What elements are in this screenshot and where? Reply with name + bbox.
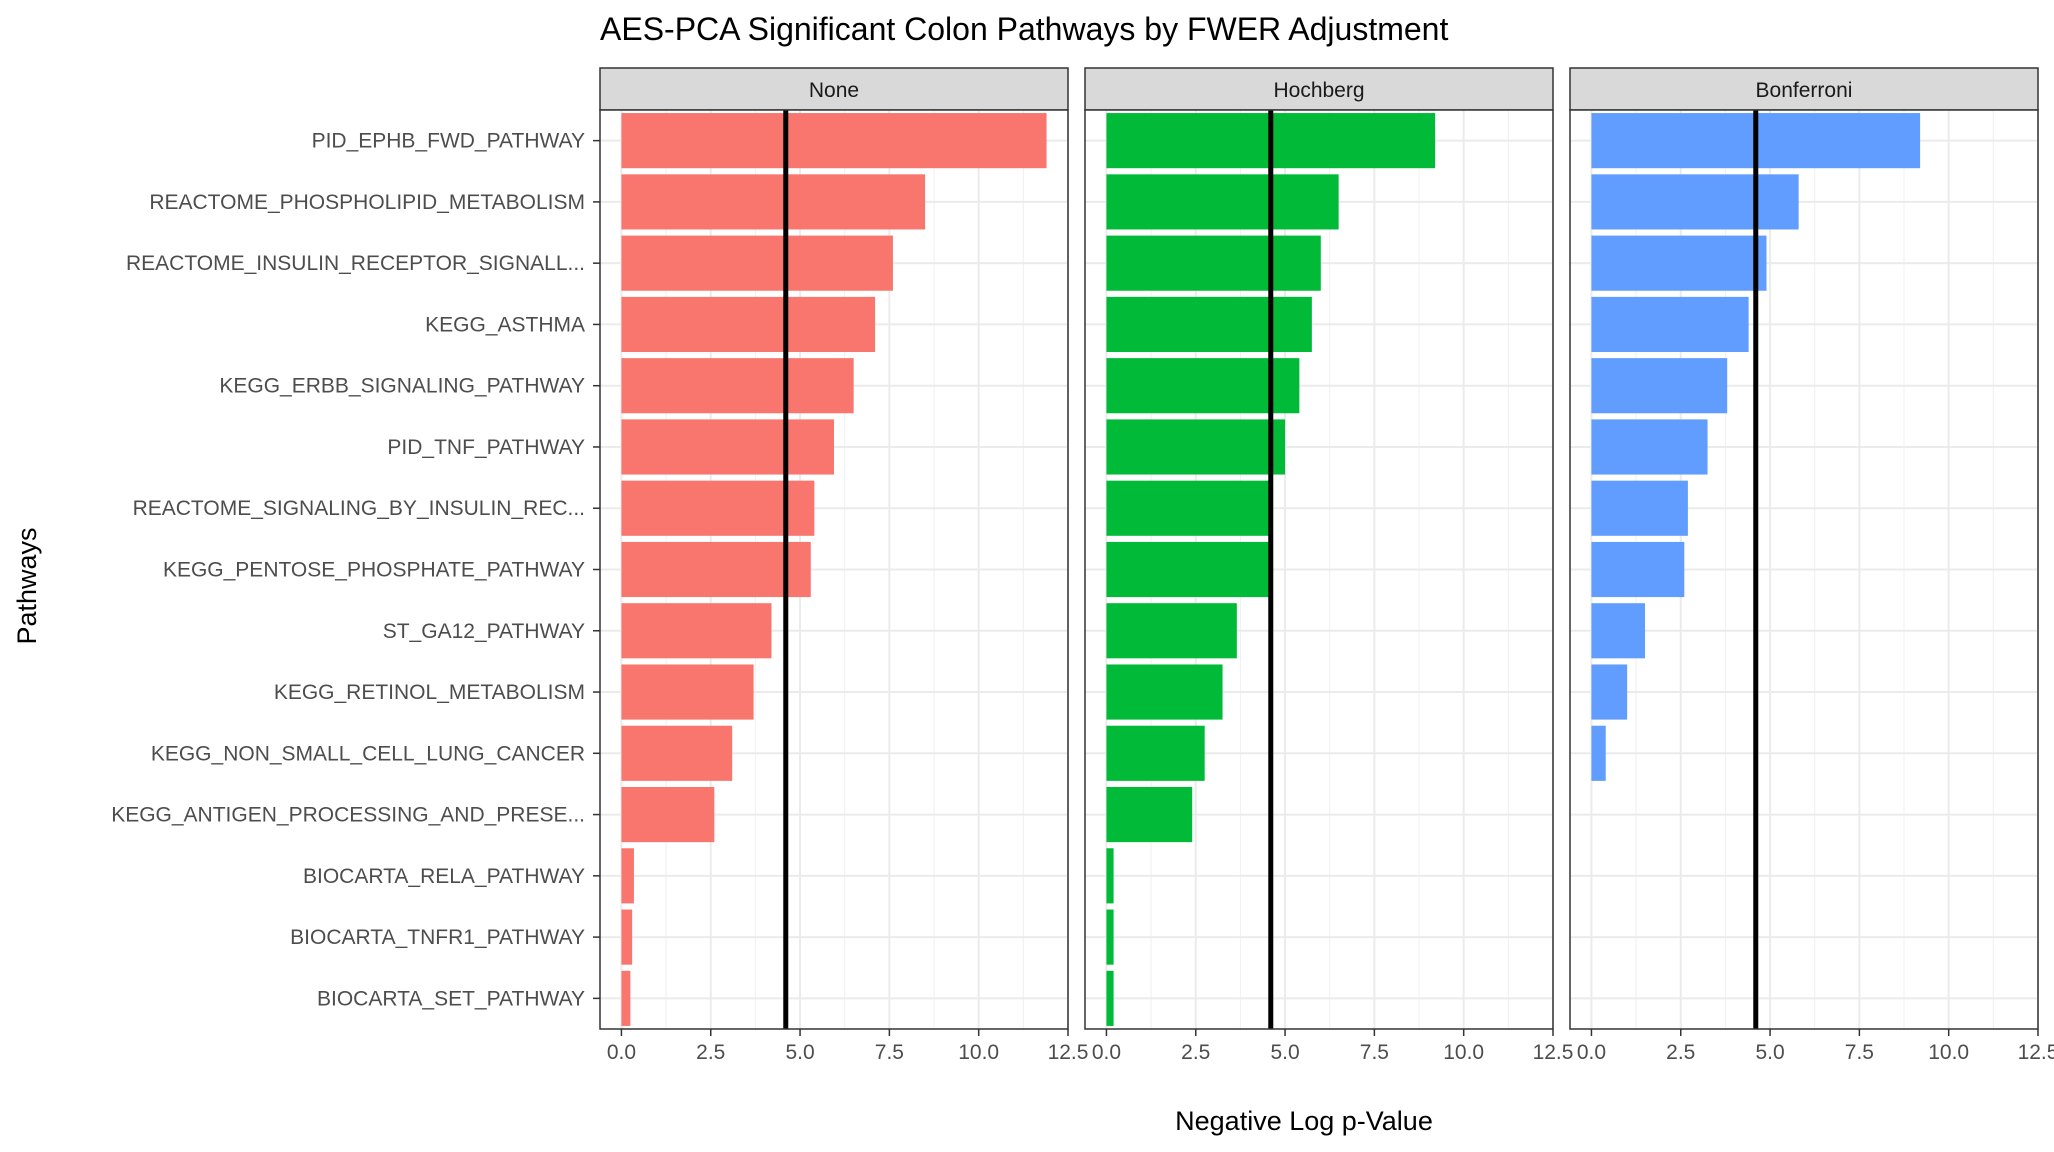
bar: [1106, 235, 1321, 291]
bar: [1591, 358, 1728, 414]
bar: [1106, 296, 1312, 353]
bar: [621, 113, 1047, 169]
x-tick-label: 7.5: [1360, 1041, 1389, 1064]
x-tick-label: 7.5: [1845, 1041, 1874, 1064]
bar: [621, 909, 633, 965]
bar: [621, 174, 926, 230]
y-tick-label: REACTOME_PHOSPHOLIPID_METABOLISM: [149, 191, 585, 214]
y-tick-label: PID_EPHB_FWD_PATHWAY: [312, 130, 585, 153]
bar: [621, 603, 772, 659]
bar: [621, 541, 811, 598]
bar: [1591, 480, 1688, 536]
bar: [1591, 541, 1685, 598]
y-tick-label: BIOCARTA_TNFR1_PATHWAY: [290, 926, 585, 949]
x-tick-label: 0.0: [1577, 1041, 1606, 1064]
x-tick-label: 0.0: [607, 1041, 636, 1064]
facet-strip: [599, 67, 1069, 111]
bar: [621, 786, 715, 843]
chart-title: AES-PCA Significant Colon Pathways by FW…: [600, 11, 1448, 47]
y-axis-title: Pathways: [12, 527, 42, 644]
x-tick-label: 10.0: [1928, 1041, 1969, 1064]
bar: [1106, 786, 1193, 843]
x-tick-label: 2.5: [1666, 1041, 1695, 1064]
x-tick-label: 2.5: [696, 1041, 725, 1064]
x-tick-label: 5.0: [785, 1041, 814, 1064]
bar: [1106, 603, 1237, 659]
x-axis-title: Negative Log p-Value: [1175, 1106, 1433, 1136]
bar: [621, 848, 634, 904]
bar: [1106, 541, 1273, 598]
x-tick-label: 5.0: [1755, 1041, 1784, 1064]
y-tick-label: PID_TNF_PATHWAY: [387, 436, 585, 459]
facet-strip: [1569, 67, 2039, 111]
bar: [621, 235, 893, 291]
bar: [1591, 664, 1628, 720]
bar: [1106, 909, 1114, 965]
bar: [621, 296, 876, 353]
bar: [1106, 358, 1300, 414]
bar: [1106, 848, 1114, 904]
facet-panel: Hochberg 0.0 2.5 5.0 7.5 10.0 12.5: [1084, 67, 1574, 1064]
facet-panel: None 0.0 2.5 5.0 7.5 10.0 12.5: [599, 67, 1089, 1064]
x-tick-label: 12.5: [1533, 1041, 1574, 1064]
bar: [621, 419, 834, 475]
x-tick-label: 10.0: [958, 1041, 999, 1064]
x-tick-label: 2.5: [1181, 1041, 1210, 1064]
x-tick-label: 5.0: [1270, 1041, 1299, 1064]
bar: [1106, 970, 1114, 1026]
bar: [1106, 419, 1286, 475]
bar: [1591, 174, 1799, 230]
y-tick-label: BIOCARTA_SET_PATHWAY: [317, 987, 585, 1010]
bar: [1591, 419, 1708, 475]
bar: [621, 358, 854, 414]
y-tick-label: KEGG_PENTOSE_PHOSPHATE_PATHWAY: [163, 559, 585, 582]
facet-strip: [1084, 67, 1554, 111]
bar: [621, 970, 631, 1026]
panel-border: [1569, 109, 2039, 1030]
bar: [621, 725, 733, 781]
bar: [1591, 296, 1749, 353]
facet-panel: Bonferroni 0.0 2.5 5.0 7.5 10.0 12.5: [1569, 67, 2054, 1064]
facet-panels: None 0.0 2.5 5.0 7.5 10.0 12.5 Hochberg 0.0 2.5 5.…: [599, 67, 2054, 1064]
bar: [1591, 725, 1606, 781]
facet-strip-label: None: [809, 79, 859, 102]
y-tick-label: BIOCARTA_RELA_PATHWAY: [303, 865, 585, 888]
panel-border: [1084, 109, 1554, 1030]
x-tick-label: 10.0: [1443, 1041, 1484, 1064]
y-tick-label: REACTOME_INSULIN_RECEPTOR_SIGNALL...: [126, 252, 585, 275]
y-tick-label: KEGG_NON_SMALL_CELL_LUNG_CANCER: [151, 742, 585, 765]
bar: [1591, 235, 1767, 291]
y-tick-label: ST_GA12_PATHWAY: [383, 620, 585, 643]
bar: [1106, 480, 1273, 536]
panel-border: [599, 109, 1069, 1030]
facet-strip-label: Bonferroni: [1756, 79, 1853, 102]
x-tick-label: 0.0: [1092, 1041, 1121, 1064]
y-tick-label: KEGG_ERBB_SIGNALING_PATHWAY: [219, 375, 585, 398]
y-tick-label: KEGG_RETINOL_METABOLISM: [274, 681, 585, 704]
bar: [1106, 174, 1339, 230]
y-tick-label: KEGG_ASTHMA: [425, 313, 585, 336]
bar: [621, 664, 754, 720]
bar: [1106, 725, 1205, 781]
y-tick-label: REACTOME_SIGNALING_BY_INSULIN_REC...: [133, 497, 585, 520]
bar: [621, 480, 815, 536]
y-tick-label: KEGG_ANTIGEN_PROCESSING_AND_PRESE...: [111, 804, 585, 827]
facet-strip-label: Hochberg: [1273, 79, 1364, 102]
x-tick-label: 12.5: [2018, 1041, 2054, 1064]
category-labels: PID_EPHB_FWD_PATHWAY REACTOME_PHOSPHOLIPI…: [111, 130, 600, 1010]
bar: [1591, 603, 1646, 659]
x-tick-label: 12.5: [1048, 1041, 1089, 1064]
bar: [1106, 664, 1223, 720]
x-tick-label: 7.5: [875, 1041, 904, 1064]
